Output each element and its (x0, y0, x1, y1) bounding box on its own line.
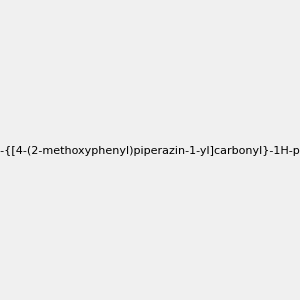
Text: N-(4-ethoxyphenyl)-5-{[4-(2-methoxyphenyl)piperazin-1-yl]carbonyl}-1H-pyrazole-3: N-(4-ethoxyphenyl)-5-{[4-(2-methoxypheny… (0, 146, 300, 157)
